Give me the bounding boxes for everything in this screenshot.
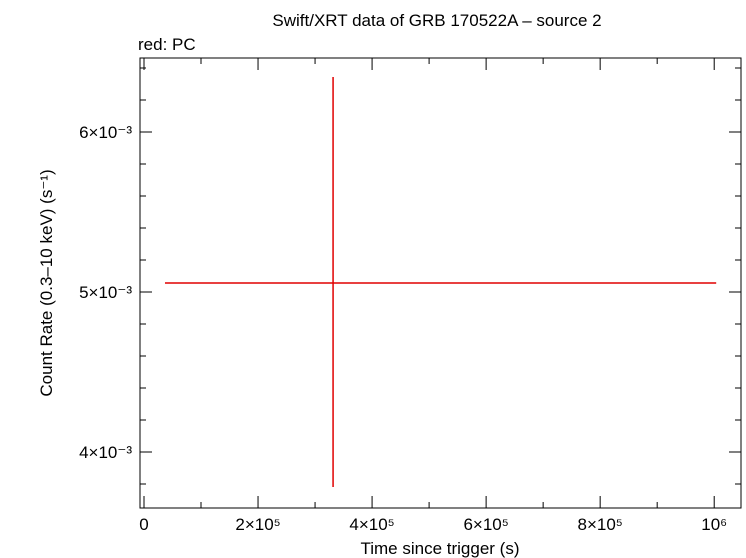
x-tick-label: 4×10⁵: [349, 515, 394, 534]
subtitle: red: PC: [138, 35, 196, 54]
x-tick-label: 8×10⁵: [577, 515, 622, 534]
y-tick-label: 5×10⁻³: [79, 283, 132, 302]
y-tick-label: 6×10⁻³: [79, 123, 132, 142]
x-axis-label: Time since trigger (s): [360, 539, 519, 558]
y-axis-label: Count Rate (0.3–10 keV) (s⁻¹): [37, 169, 56, 396]
y-tick-label: 4×10⁻³: [79, 443, 132, 462]
x-tick-label: 2×10⁵: [235, 515, 280, 534]
plot-frame: [139, 57, 742, 509]
x-tick-label: 6×10⁵: [463, 515, 508, 534]
x-tick-label: 10⁶: [701, 515, 727, 534]
x-tick-label: 0: [139, 515, 148, 534]
chart-title: Swift/XRT data of GRB 170522A – source 2: [272, 11, 601, 30]
